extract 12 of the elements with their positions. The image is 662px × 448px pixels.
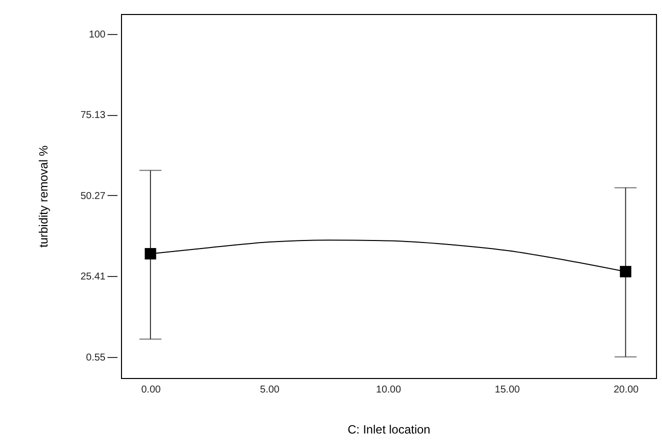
- y-tick-label: 0.55: [86, 352, 106, 364]
- y-tick-label: 100: [88, 29, 106, 40]
- x-tick-label: 5.00: [260, 384, 280, 396]
- x-axis-title: C: Inlet location: [348, 422, 430, 436]
- x-tick-label: 0.00: [141, 384, 162, 396]
- x-tick-label: 10.00: [376, 384, 402, 396]
- y-axis-title: turbidity removal %: [36, 145, 50, 248]
- y-tick-label: 75.13: [80, 110, 106, 122]
- x-tick-label: 20.00: [614, 384, 640, 396]
- y-tick-label: 25.41: [80, 272, 106, 283]
- y-tick-label: 50.27: [80, 190, 106, 202]
- x-tick-label: 15.00: [494, 384, 520, 396]
